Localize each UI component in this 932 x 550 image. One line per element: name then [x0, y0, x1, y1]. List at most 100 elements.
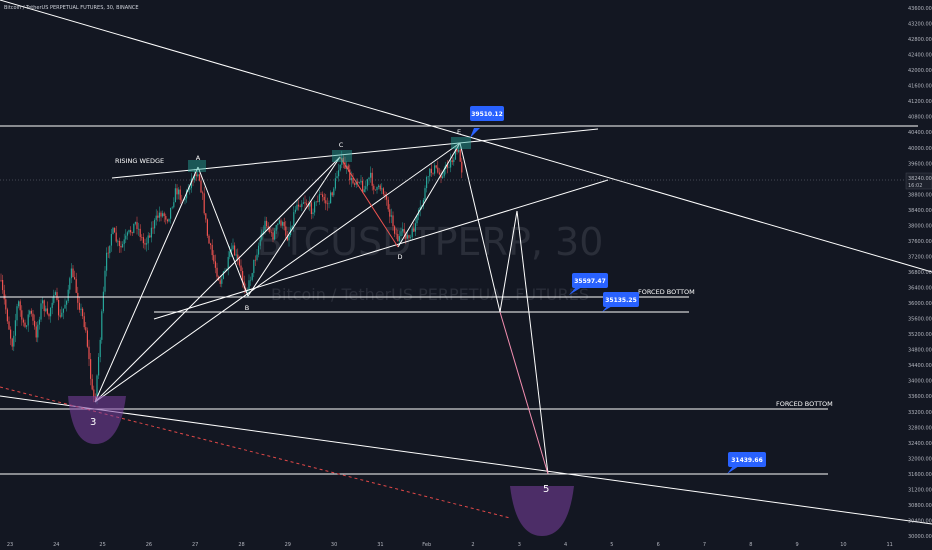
- candle-body: [171, 207, 173, 208]
- price-tick-label: 42400.00: [908, 53, 932, 59]
- fan-line-1: [94, 156, 341, 403]
- candle-body: [395, 233, 397, 235]
- price-tick-label: 38400.00: [908, 208, 932, 214]
- candle-body: [278, 220, 280, 224]
- candle-body: [328, 203, 330, 204]
- candle-body: [390, 215, 392, 217]
- candle-body: [120, 245, 122, 248]
- candle-body: [202, 192, 204, 194]
- callout-39510[interactable]: 39510.12: [470, 106, 504, 138]
- candle-body: [122, 244, 124, 248]
- candle-body: [16, 306, 18, 321]
- candle-body: [306, 203, 308, 206]
- candle-body: [299, 206, 301, 208]
- candle-body: [138, 228, 140, 230]
- candle-body: [432, 172, 434, 174]
- candle-body: [85, 327, 87, 331]
- price-tick-label: 42000.00: [908, 68, 932, 74]
- candle-body: [403, 228, 405, 233]
- price-tick-label: 33200.00: [908, 410, 932, 416]
- candle-body: [349, 169, 351, 181]
- candle-body: [14, 320, 16, 336]
- candle-body: [53, 295, 55, 303]
- highlight-box-e: [451, 137, 471, 149]
- wave-5-bowl: [510, 486, 574, 536]
- candle-body: [450, 160, 452, 168]
- candle-body: [224, 270, 226, 272]
- candle-body: [254, 259, 256, 261]
- candle-body: [211, 244, 213, 256]
- candle-body: [341, 157, 343, 165]
- candle-body: [402, 228, 404, 232]
- candle-body: [126, 232, 128, 236]
- forced-bottom-label-2: FORCED BOTTOM: [776, 400, 833, 408]
- candle-body: [46, 308, 48, 314]
- wedge-upper-line: [111, 128, 599, 179]
- price-tick-label: 40800.00: [908, 115, 932, 121]
- point-c-label: C: [339, 141, 344, 149]
- candle-body: [229, 251, 231, 257]
- candle-body: [381, 188, 383, 190]
- candle-body: [336, 176, 338, 179]
- candle-body: [285, 226, 287, 236]
- time-tick-label: 29: [285, 542, 291, 548]
- candle-body: [382, 188, 384, 195]
- candle-body: [270, 232, 272, 233]
- candle-body: [277, 223, 279, 226]
- candle-body: [90, 359, 92, 379]
- wave-3-to-a: [94, 166, 199, 403]
- candle-body: [413, 228, 415, 232]
- candle-body: [56, 292, 58, 301]
- price-tick-label: 30800.00: [908, 503, 932, 509]
- candle-body: [162, 213, 164, 217]
- candle-body: [109, 245, 111, 254]
- candle-body: [429, 168, 431, 177]
- candle-body: [149, 235, 151, 238]
- point-e-label: E: [457, 128, 461, 136]
- candle-body: [106, 252, 108, 271]
- time-tick-label: 8: [749, 542, 752, 548]
- candle-body: [104, 270, 106, 292]
- candle-body: [66, 301, 68, 305]
- time-axis[interactable]: 23 24 25 26 27 28 29 30 31 Feb 2 3 4 5 6 7 8 9 10 11: [7, 542, 893, 548]
- candle-body: [325, 200, 327, 204]
- candle-body: [272, 232, 274, 240]
- time-tick-label: 7: [703, 542, 706, 548]
- candle-body: [142, 237, 144, 244]
- candle-body: [318, 194, 320, 202]
- trend-lines: [0, 0, 932, 525]
- price-tick-label: 41200.00: [908, 99, 932, 105]
- time-tick-label: 26: [146, 542, 152, 548]
- price-tick-label: 38800.00: [908, 192, 932, 198]
- candle-body: [64, 304, 66, 309]
- candle-body: [237, 254, 239, 260]
- candle-body: [45, 308, 47, 312]
- candle-body: [222, 271, 224, 279]
- candle-body: [88, 346, 90, 360]
- candle-body: [3, 290, 5, 300]
- callout-35135[interactable]: 35135.25: [602, 292, 639, 312]
- dashed-red-line: [0, 386, 511, 519]
- candle-body: [282, 222, 284, 226]
- candle-body: [339, 164, 341, 171]
- candle-body: [294, 209, 296, 213]
- candle-body: [6, 309, 8, 322]
- candle-body: [410, 236, 412, 238]
- candle-body: [96, 375, 98, 400]
- candle-body: [99, 339, 101, 358]
- callout-35597[interactable]: 35597.47: [569, 273, 608, 295]
- price-tick-label: 34800.00: [908, 348, 932, 354]
- callout-35135-text: 35135.25: [605, 297, 637, 304]
- candle-body: [157, 215, 159, 218]
- candle-body: [152, 227, 154, 229]
- candle-body: [30, 310, 32, 314]
- wave-d-to-e: [397, 142, 461, 248]
- candle-body: [262, 230, 264, 233]
- candle-body: [405, 232, 407, 239]
- callout-31439[interactable]: 31439.66: [727, 452, 766, 474]
- candle-body: [62, 308, 64, 313]
- price-axis[interactable]: 43600.00 43200.00 42800.00 42400.00 42000.00…: [908, 6, 932, 540]
- candle-body: [38, 319, 40, 325]
- candle-body: [72, 268, 74, 278]
